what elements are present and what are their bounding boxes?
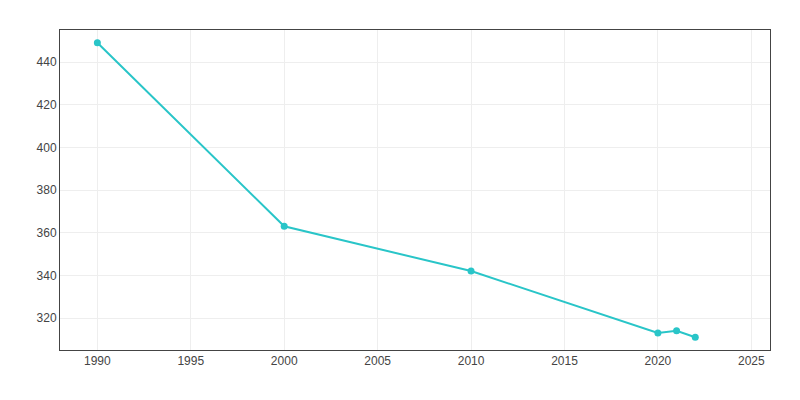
- svg-text:2015: 2015: [551, 354, 578, 368]
- svg-text:440: 440: [37, 55, 57, 69]
- svg-text:420: 420: [37, 98, 57, 112]
- svg-text:1990: 1990: [84, 354, 111, 368]
- svg-text:2010: 2010: [458, 354, 485, 368]
- svg-text:1995: 1995: [177, 354, 204, 368]
- svg-text:400: 400: [37, 141, 57, 155]
- svg-text:2005: 2005: [364, 354, 391, 368]
- svg-text:360: 360: [37, 226, 57, 240]
- svg-text:2020: 2020: [645, 354, 672, 368]
- svg-text:320: 320: [37, 311, 57, 325]
- svg-text:2025: 2025: [738, 354, 765, 368]
- svg-text:380: 380: [37, 183, 57, 197]
- svg-text:2000: 2000: [271, 354, 298, 368]
- svg-text:340: 340: [37, 269, 57, 283]
